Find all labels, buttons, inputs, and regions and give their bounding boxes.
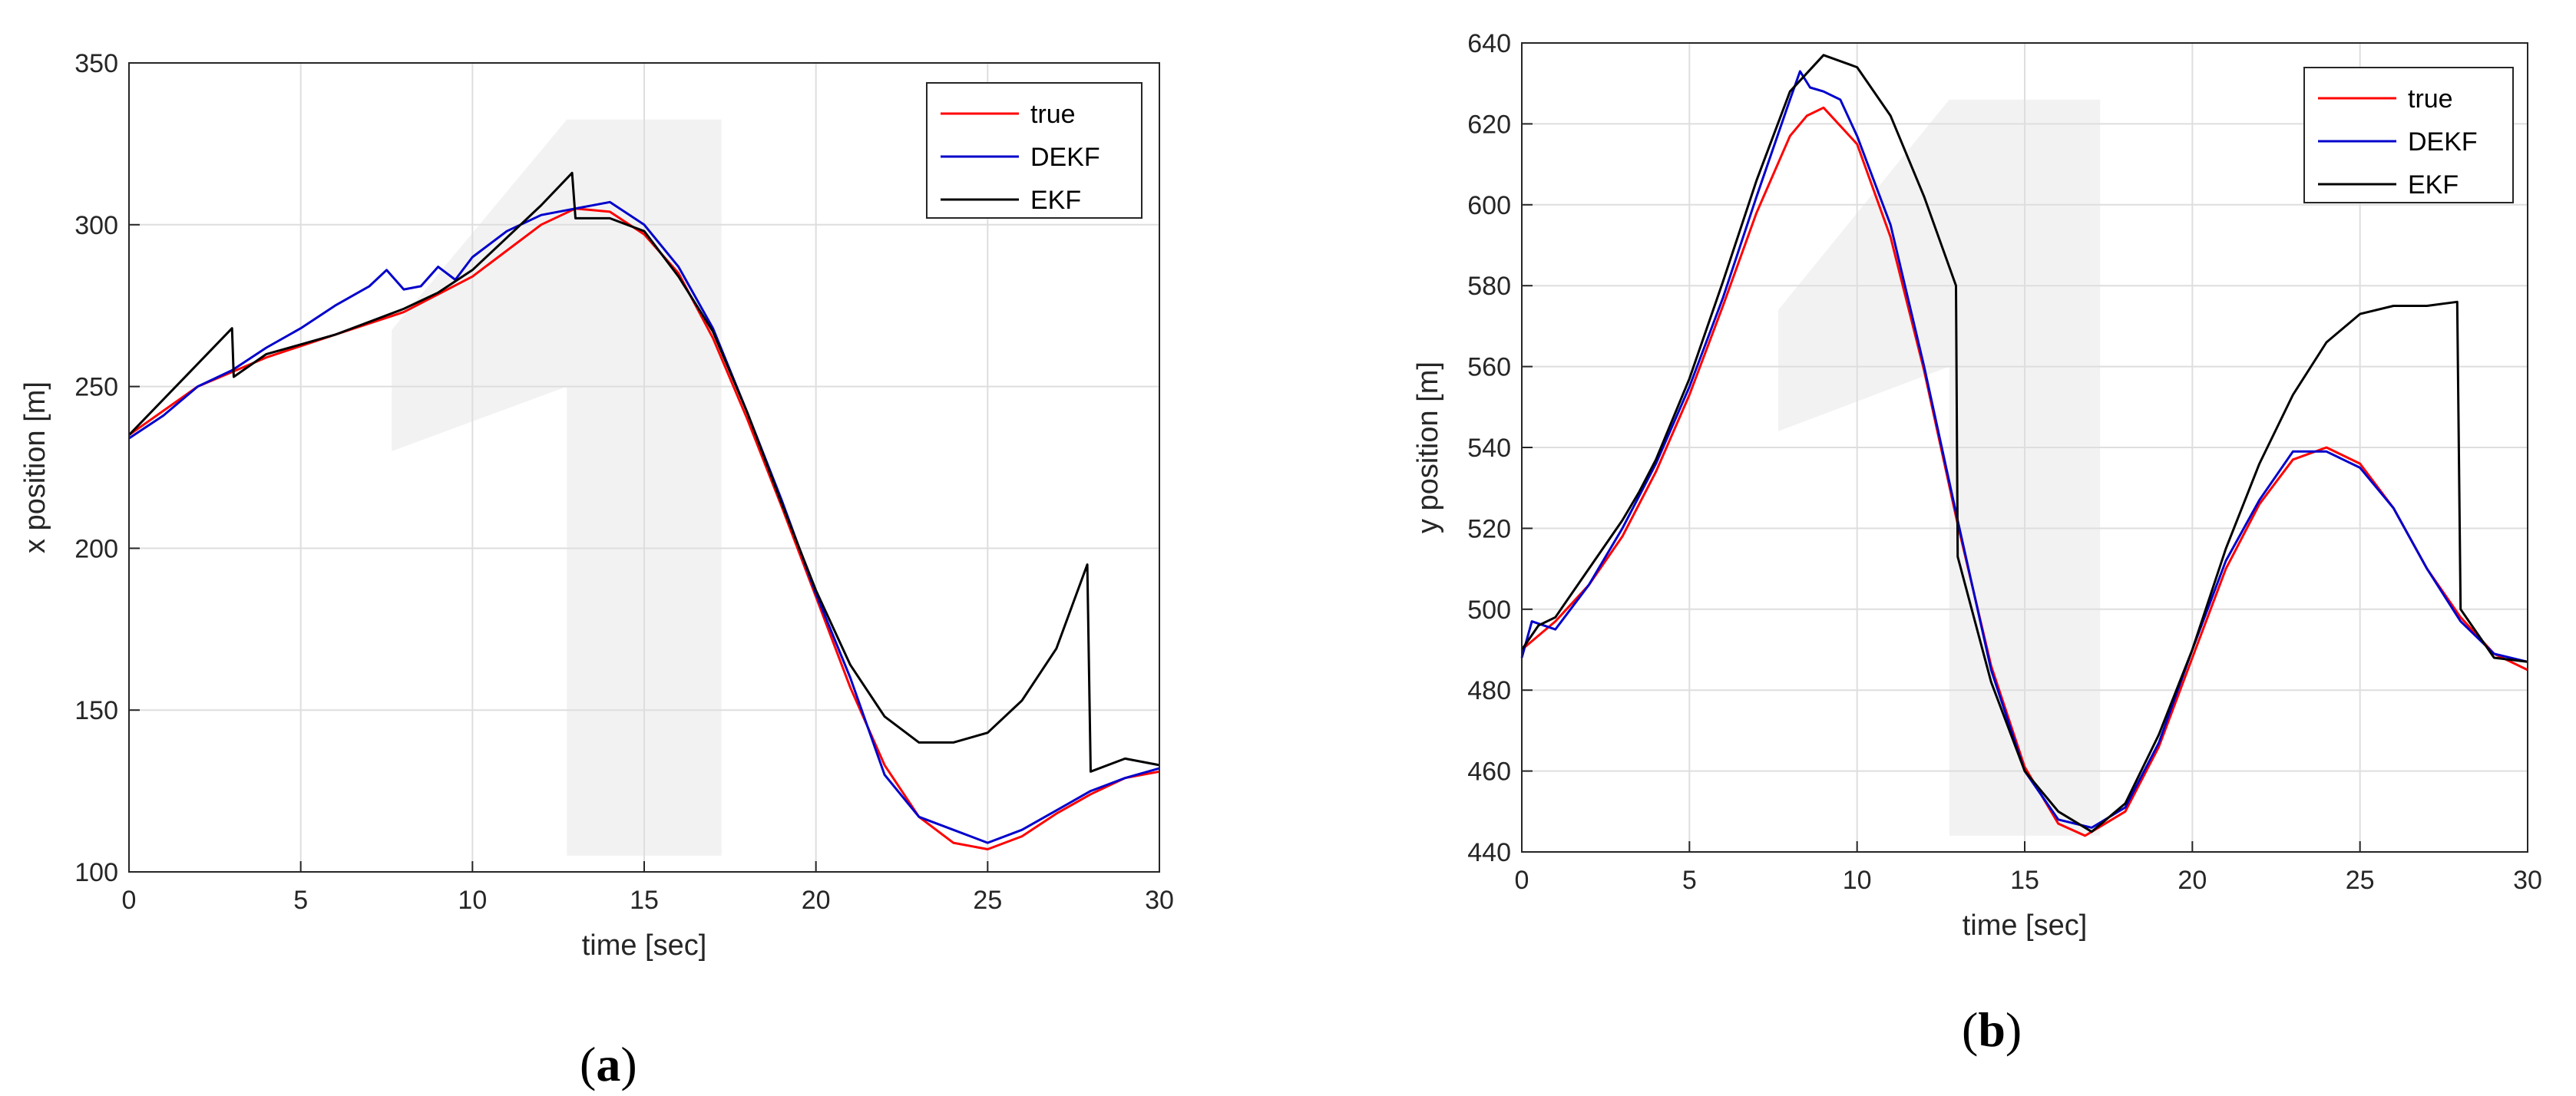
y-tick-label: 580 [1467, 272, 1511, 301]
x-tick-label: 25 [973, 886, 1002, 915]
chart-a: 0 5 10 15 20 25 30 100 150 200 250 300 350 time [sec]… [19, 49, 1174, 962]
x-tick-label: 0 [1515, 866, 1529, 895]
figure-b: 0 5 10 15 20 25 30 440 460 480 500 520 540 560 580 600 6… [1397, 0, 2576, 1096]
legend-label-dekf: DEKF [1030, 143, 1100, 172]
legend-box [926, 82, 1143, 219]
y-tick-label: 300 [74, 211, 118, 240]
x-tick-label: 20 [802, 886, 831, 915]
panel-label-a: (a) [580, 1037, 637, 1091]
y-tick-label: 600 [1467, 191, 1511, 220]
y-tick-label: 560 [1467, 353, 1511, 382]
legend-label-ekf: EKF [1030, 186, 1081, 215]
x-tick-label: 15 [2010, 866, 2039, 895]
y-tick-label: 350 [74, 49, 118, 78]
y-tick-label: 640 [1467, 29, 1511, 58]
y-axis-label: y position [m] [1412, 361, 1444, 533]
x-axis-label: time [sec] [582, 929, 707, 962]
x-tick-label: 30 [2513, 866, 2542, 895]
x-tick-label: 10 [1843, 866, 1872, 895]
series-line-ekf [127, 171, 1160, 773]
y-tick-label: 480 [1467, 676, 1511, 705]
y-tick-label: 150 [74, 696, 118, 725]
series-line-ekf [1520, 54, 2528, 834]
y-tick-label: 440 [1467, 838, 1511, 867]
y-tick-label: 200 [74, 534, 118, 563]
x-tick-label: 15 [630, 886, 659, 915]
panel-label-b: (b) [1962, 1002, 2022, 1057]
watermark-shape [1778, 99, 2101, 836]
legend-label-true: true [2408, 84, 2453, 114]
x-tick-label: 0 [122, 886, 137, 915]
figure-a: 0 5 10 15 20 25 30 100 150 200 250 300 350 time [sec]… [0, 0, 1175, 1096]
legend-label-ekf: EKF [2408, 170, 2459, 200]
legend-label-dekf: DEKF [2408, 127, 2478, 157]
series-line-dekf [128, 200, 1160, 844]
y-tick-label: 250 [74, 373, 118, 402]
y-tick-label: 520 [1467, 514, 1511, 543]
x-tick-label: 30 [1145, 886, 1174, 915]
y-axis-label: x position [m] [19, 381, 51, 553]
watermark-shape [392, 119, 722, 856]
x-tick-label: 5 [293, 886, 308, 915]
legend-box [2303, 67, 2514, 203]
x-axis-label: time [sec] [1963, 909, 2088, 942]
legend-label-true: true [1030, 100, 1076, 129]
y-tick-label: 460 [1467, 758, 1511, 787]
chart-b: 0 5 10 15 20 25 30 440 460 480 500 520 540 560 580 600 6… [1412, 29, 2542, 942]
y-tick-label: 100 [74, 858, 118, 887]
series-line-true [1521, 106, 2528, 837]
y-tick-label: 500 [1467, 596, 1511, 625]
series-line-true [128, 207, 1160, 850]
y-tick-label: 620 [1467, 110, 1511, 139]
x-tick-label: 5 [1682, 866, 1697, 895]
y-tick-label: 540 [1467, 434, 1511, 463]
x-tick-label: 20 [2178, 866, 2207, 895]
x-tick-label: 25 [2346, 866, 2375, 895]
x-tick-label: 10 [458, 886, 487, 915]
